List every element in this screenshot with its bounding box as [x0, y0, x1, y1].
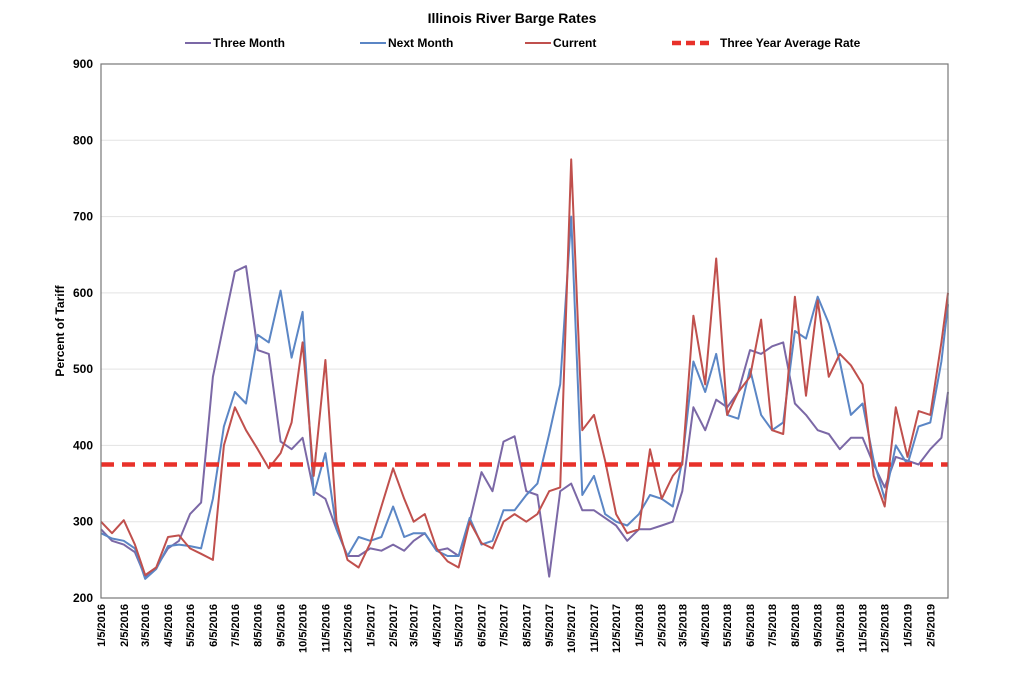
legend-item: Current [525, 36, 596, 50]
y-axis-label: Percent of Tariff [53, 284, 67, 376]
x-tick-label: 2/5/2018 [657, 604, 669, 647]
y-tick-label: 500 [73, 362, 93, 376]
y-tick-label: 900 [73, 57, 93, 71]
x-tick-label: 8/5/2018 [790, 604, 802, 647]
x-tick-label: 3/5/2016 [140, 604, 152, 647]
x-tick-label: 1/5/2016 [96, 604, 108, 647]
x-tick-label: 4/5/2018 [700, 604, 712, 647]
x-tick-label: 9/5/2018 [813, 604, 825, 647]
series-next-month [100, 215, 949, 580]
legend-item: Next Month [360, 36, 453, 50]
x-tick-label: 1/5/2019 [903, 604, 915, 647]
plot-frame [100, 63, 949, 599]
x-tick-label: 11/5/2017 [589, 604, 601, 652]
x-tick-label: 1/5/2018 [634, 604, 646, 647]
x-axis-ticks: 1/5/2016 2/5/2016 3/5/2016 4/5/2016 5/5/2016… [96, 604, 937, 653]
series-lines [100, 158, 949, 580]
x-tick-label: 11/5/2018 [858, 604, 870, 652]
legend-label: Next Month [388, 36, 453, 50]
legend-label: Three Year Average Rate [720, 36, 861, 50]
y-tick-label: 300 [73, 515, 93, 529]
x-tick-label: 11/5/2016 [320, 604, 332, 652]
x-tick-label: 6/5/2018 [745, 604, 757, 647]
y-tick-label: 600 [73, 286, 93, 300]
x-tick-label: 12/5/2018 [880, 604, 892, 653]
x-tick-label: 9/5/2017 [544, 604, 556, 647]
x-tick-label: 3/5/2017 [409, 604, 421, 647]
x-tick-label: 12/5/2016 [343, 604, 355, 653]
x-tick-label: 2/5/2019 [925, 604, 937, 647]
y-tick-label: 700 [73, 210, 93, 224]
gridlines [101, 63, 948, 599]
legend-label: Three Month [213, 36, 285, 50]
legend-item: Three Year Average Rate [672, 36, 861, 50]
x-tick-label: 4/5/2017 [432, 604, 444, 647]
x-tick-label: 6/5/2017 [476, 604, 488, 647]
x-tick-label: 5/5/2016 [185, 604, 197, 647]
legend-label: Current [553, 36, 596, 50]
y-tick-label: 800 [73, 133, 93, 147]
x-tick-label: 12/5/2017 [611, 604, 623, 653]
x-tick-label: 2/5/2017 [388, 604, 400, 647]
series-current [100, 158, 949, 577]
x-tick-label: 5/5/2018 [722, 604, 734, 647]
x-tick-label: 10/5/2018 [835, 604, 847, 653]
x-tick-label: 8/5/2017 [521, 604, 533, 647]
x-tick-label: 10/5/2016 [298, 604, 310, 653]
chart-title: Illinois River Barge Rates [428, 10, 597, 26]
x-tick-label: 8/5/2016 [253, 604, 265, 647]
x-tick-label: 5/5/2017 [454, 604, 466, 647]
x-tick-label: 3/5/2018 [677, 604, 689, 647]
x-tick-label: 7/5/2016 [230, 604, 242, 647]
y-tick-label: 400 [73, 438, 93, 452]
x-tick-label: 1/5/2017 [365, 604, 377, 647]
x-tick-label: 9/5/2016 [276, 604, 288, 647]
x-tick-label: 6/5/2016 [208, 604, 220, 647]
x-tick-label: 2/5/2016 [119, 604, 131, 647]
y-axis-ticks: 200 300 400 500 600 700 800 900 [73, 57, 93, 605]
x-tick-label: 4/5/2016 [163, 604, 175, 647]
series-three-month [100, 265, 949, 578]
x-tick-label: 10/5/2017 [566, 604, 578, 653]
legend-item: Three Month [185, 36, 285, 50]
x-tick-label: 7/5/2017 [499, 604, 511, 647]
legend: Three Month Next Month Current Three Year A… [185, 36, 861, 50]
x-tick-label: 7/5/2018 [767, 604, 779, 647]
y-tick-label: 200 [73, 591, 93, 605]
